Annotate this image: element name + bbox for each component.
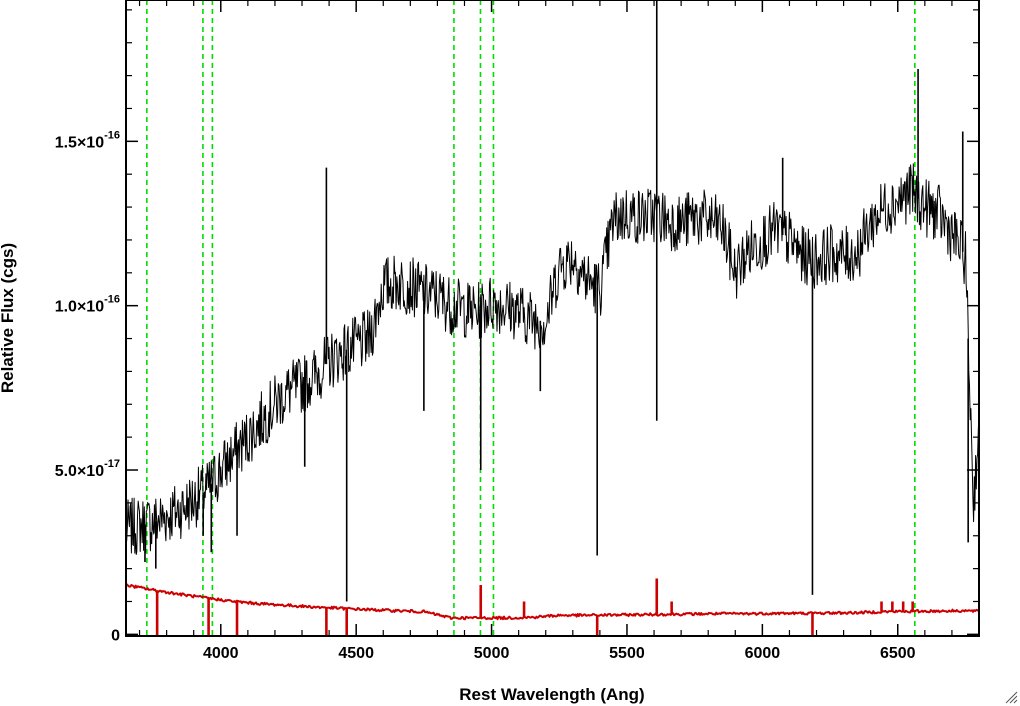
x-tick-label: 4500 xyxy=(338,645,374,662)
x-tick-label: 5500 xyxy=(609,645,645,662)
x-tick-label: 6500 xyxy=(880,645,916,662)
plot-border xyxy=(125,0,980,637)
plot-frame xyxy=(125,0,980,637)
emission-line-markers xyxy=(146,0,916,636)
y-tick-label: 0 xyxy=(111,627,120,644)
plot-area xyxy=(126,0,979,636)
flux-spectrum xyxy=(126,0,979,602)
y-tick-label: 5.0×10-17 xyxy=(55,458,120,480)
x-tick-label: 6000 xyxy=(745,645,781,662)
y-tick-label: 1.0×10-16 xyxy=(55,294,120,316)
error-line xyxy=(126,583,979,621)
x-tick-label: 4000 xyxy=(203,645,239,662)
x-tick-label: 5000 xyxy=(474,645,510,662)
flux-line xyxy=(126,163,979,555)
y-axis-ticks: 0 5.0×10-17 1.0×10-16 1.5×10-16 xyxy=(55,9,979,644)
x-axis-ticks: 4000 4500 5000 5500 6000 6500 xyxy=(138,0,980,662)
y-tick-label: 1.5×10-16 xyxy=(55,129,120,151)
resize-grip-icon[interactable] xyxy=(1004,690,1018,704)
error-spectrum xyxy=(126,578,979,636)
y-axis-label: Relative Flux (cgs) xyxy=(0,243,17,393)
x-axis-label: Rest Wavelength (Ang) xyxy=(459,685,644,704)
